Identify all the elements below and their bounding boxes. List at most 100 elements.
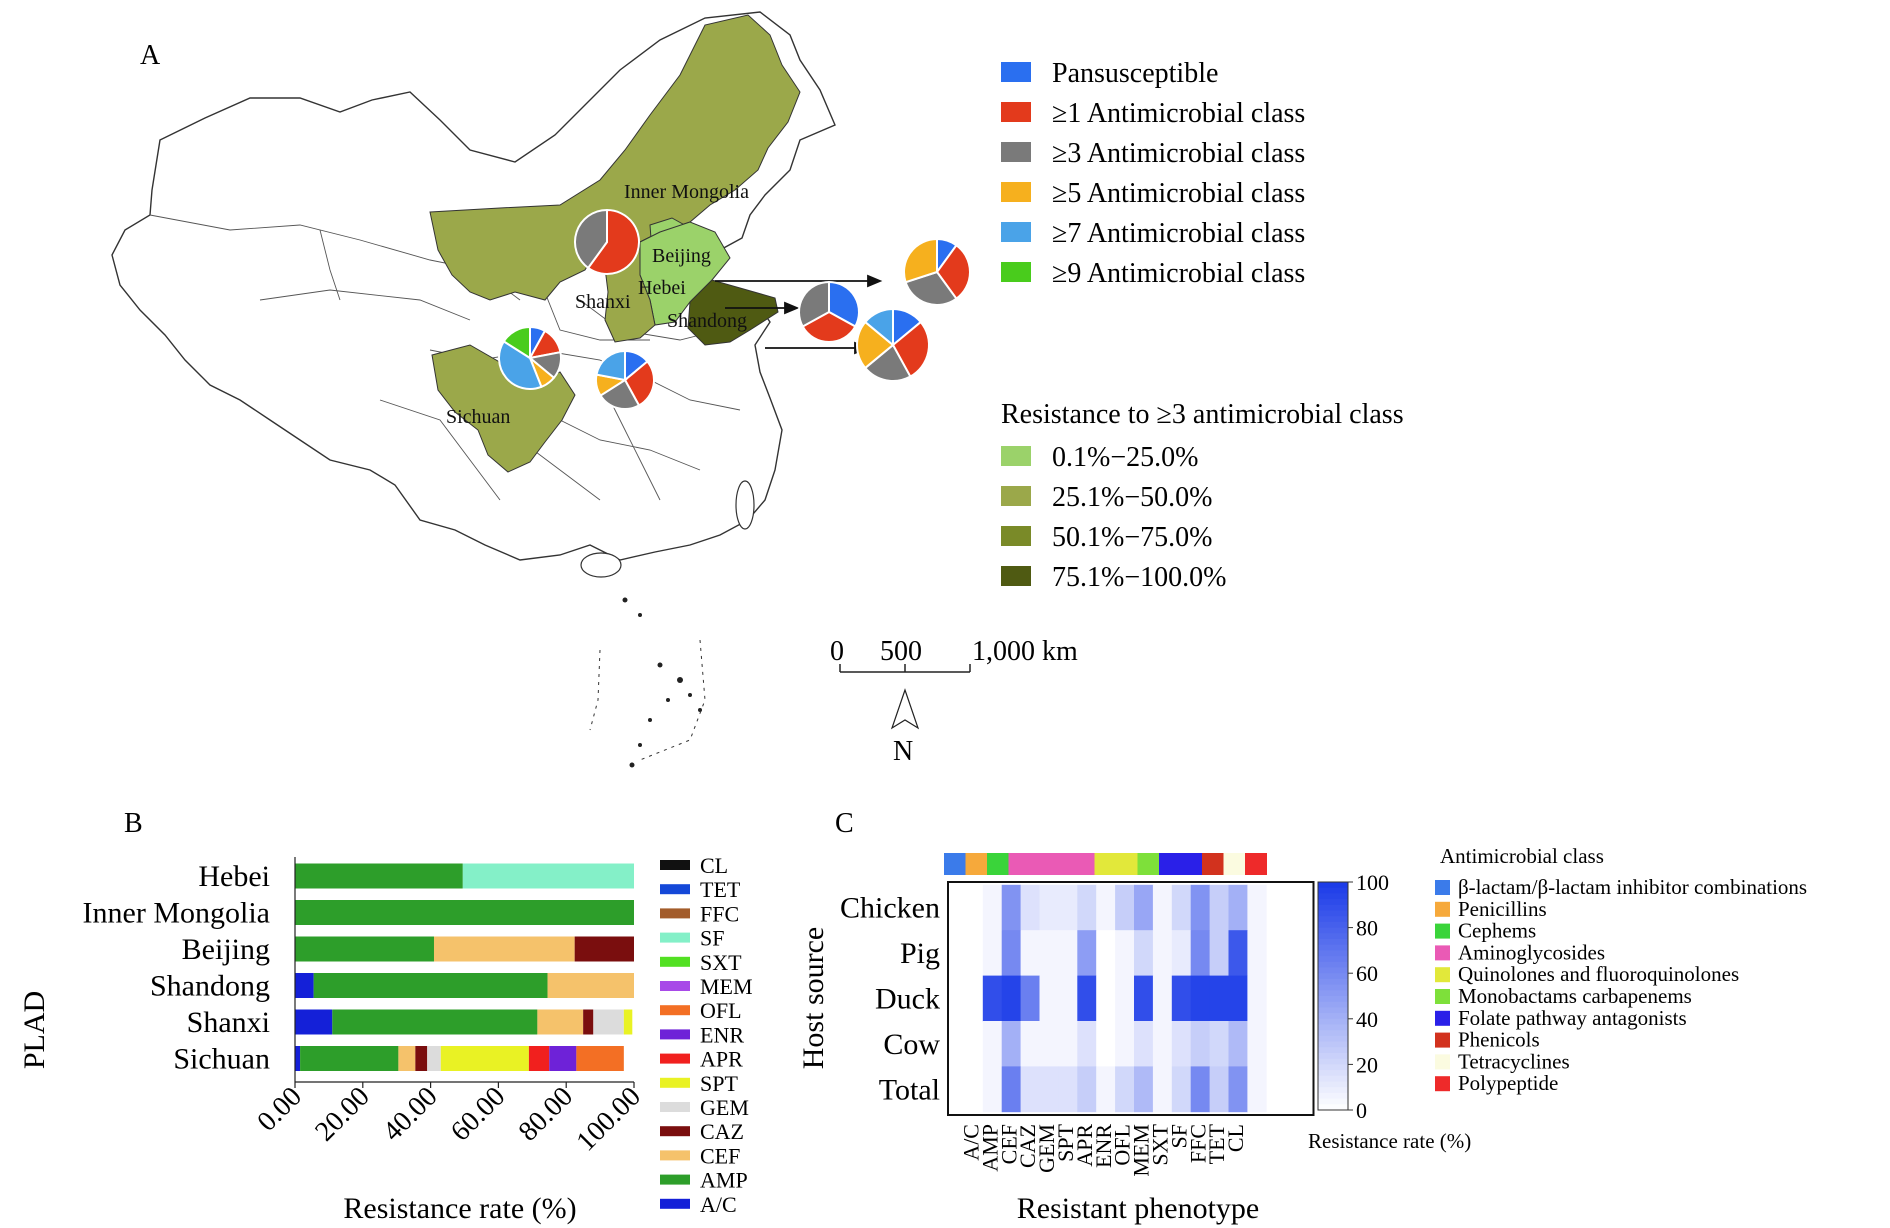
pie-shanxi [595, 349, 655, 410]
panel-b-legend-label-cl: CL [700, 853, 728, 878]
region-shandong[interactable] [687, 279, 779, 346]
class-legend-label-cephems: Cephems [1458, 919, 1536, 943]
panel-b-legend-label-sxt: SXT [700, 950, 742, 975]
heat-cell-cow-cef [1020, 1021, 1040, 1067]
heat-cell-total-sxt [1171, 1066, 1192, 1113]
heat-cell-cow-gem [1058, 1021, 1078, 1067]
panel-b-legend-swatch-a-c [660, 1198, 690, 1209]
heat-cell-duck-apr [1096, 975, 1116, 1022]
panel-c-class-legend: β-lactam/β-lactam inhibitor combinations… [1435, 875, 1807, 1095]
colorbar-segment [1318, 984, 1348, 991]
panel-a-map: A [111, 11, 1404, 768]
heat-cell-total-enr [1115, 1066, 1135, 1113]
panel-c-class-bar [944, 853, 1267, 875]
bar-shandong-amp [313, 973, 548, 998]
row-label-chicken: Chicken [840, 892, 940, 925]
pie-slice-3-antimicrobial-class [863, 343, 912, 382]
colorbar-segment [1318, 1064, 1348, 1071]
heat-cell-pig-cef [1020, 930, 1040, 976]
colorbar-segment [1318, 887, 1348, 894]
bar-inner-mongolia-amp [295, 900, 634, 925]
colorbar-segment [1318, 944, 1348, 951]
heat-cell-cow-apr [1096, 1021, 1116, 1067]
heat-cell-cow-enr [1115, 1021, 1135, 1067]
class-legend-label-quinolones-and-fluoroquinolones: Quinolones and fluoroquinolones [1458, 962, 1739, 986]
panel-b-legend-label-gem: GEM [700, 1095, 749, 1120]
class-bar-caz [1008, 853, 1031, 875]
scale-bar: 0 500 1,000 km N [830, 636, 1078, 767]
panel-b-legend-swatch-caz [660, 1126, 690, 1137]
label-beijing: Beijing [652, 245, 711, 267]
bar-beijing-caz [574, 936, 634, 962]
legend-mdr-swatch [1001, 262, 1031, 282]
legend-resistance-swatch [1001, 486, 1031, 506]
heat-cell-pig-sf [1190, 930, 1210, 976]
panel-b-bars [295, 863, 634, 1071]
bar-shanxi-cef [537, 1009, 584, 1035]
pie-slice-7-antimicrobial-class [595, 349, 626, 382]
legend-mdr-swatch [1001, 182, 1031, 202]
pie-slice-1-antimicrobial-class [935, 243, 971, 301]
colorbar-segment [1318, 961, 1348, 969]
heat-cell-total-amp [1001, 1066, 1021, 1113]
legend-mdr-label: Pansusceptible [1052, 58, 1218, 89]
region-inner-mongolia[interactable] [429, 14, 801, 301]
heat-cell-duck-cef [1020, 975, 1040, 1022]
class-legend-swatch [1435, 1010, 1450, 1026]
colorbar-segment [1318, 996, 1348, 1003]
panel-b-xtick-label: 40.00 [377, 1081, 443, 1147]
legend-mdr-label: ≥7 Antimicrobial class [1052, 218, 1305, 249]
panel-b-legend-swatch-cl [660, 860, 690, 870]
heat-cell-duck-ofl [1134, 975, 1154, 1022]
heat-cell-duck-spt [1077, 975, 1097, 1022]
panel-a-label: A [140, 40, 161, 71]
column-label-ffc: FFC [1185, 1124, 1210, 1163]
colorbar-tick-label: 80 [1356, 916, 1378, 941]
legend-mdr-swatch [1001, 222, 1031, 242]
colorbar-segment [1318, 956, 1348, 963]
heatmap-frame [947, 881, 1315, 1116]
colorbar-title: Resistance rate (%) [1308, 1129, 1471, 1153]
heat-cell-pig-amp [1001, 930, 1021, 976]
panel-b-xtick-label: 80.00 [513, 1081, 579, 1147]
legend-mdr-label: ≥3 Antimicrobial class [1052, 138, 1305, 169]
bar-sichuan-a-c [295, 1046, 301, 1071]
colorbar-tick-label: 100 [1356, 870, 1389, 895]
colorbar-segment [1318, 933, 1348, 940]
colorbar-tick-label: 0 [1356, 1098, 1367, 1123]
panel-b-legend-swatch-ofl [660, 1005, 690, 1016]
panel-b-legend-label-enr: ENR [700, 1022, 744, 1047]
colorbar-segment [1318, 1018, 1348, 1026]
panel-b-legend-swatch-enr [660, 1029, 690, 1040]
bar-beijing-amp [295, 936, 434, 962]
colorbar-tick-label: 40 [1356, 1007, 1378, 1032]
class-legend-swatch [1435, 923, 1450, 939]
bar-sichuan-apr [528, 1046, 550, 1071]
heat-cell-cow-amp [1001, 1021, 1021, 1067]
heat-cell-duck-a-c [982, 975, 1003, 1022]
colorbar-frame [1317, 881, 1349, 1111]
bar-sichuan-cef [398, 1046, 416, 1071]
colorbar-segment [1318, 1087, 1348, 1094]
heat-cell-cow-tet [1228, 1021, 1248, 1067]
bar-sichuan-enr [549, 1046, 577, 1071]
bar-beijing-cef [433, 936, 575, 962]
panel-b-legend: CLTETFFCSFSXTMEMOFLENRAPRSPTGEMCAZCEFAMP… [660, 853, 753, 1217]
panel-b-legend-label-apr: APR [700, 1047, 743, 1072]
label-sichuan: Sichuan [446, 406, 510, 428]
bar-sichuan-caz [415, 1046, 428, 1071]
heat-cell-duck-enr [1115, 975, 1135, 1022]
bar-shanxi-caz [583, 1009, 594, 1035]
colorbar-segment [1318, 910, 1348, 917]
column-label-enr: ENR [1091, 1124, 1116, 1168]
label-shanxi: Shanxi [575, 291, 631, 313]
heat-cell-pig-apr [1096, 930, 1116, 976]
pie-slice-3-antimicrobial-class [798, 280, 830, 328]
category-label-sichuan: Sichuan [173, 1043, 270, 1076]
south-sea-dashline [589, 639, 706, 761]
south-sea-islands [622, 597, 702, 768]
colorbar-segment [1318, 882, 1348, 889]
legend-resistance-swatch [1001, 526, 1031, 546]
panel-c-colorbar: 100 80 60 40 20 0 [1317, 870, 1389, 1123]
panel-b-legend-swatch-ffc [660, 908, 690, 919]
